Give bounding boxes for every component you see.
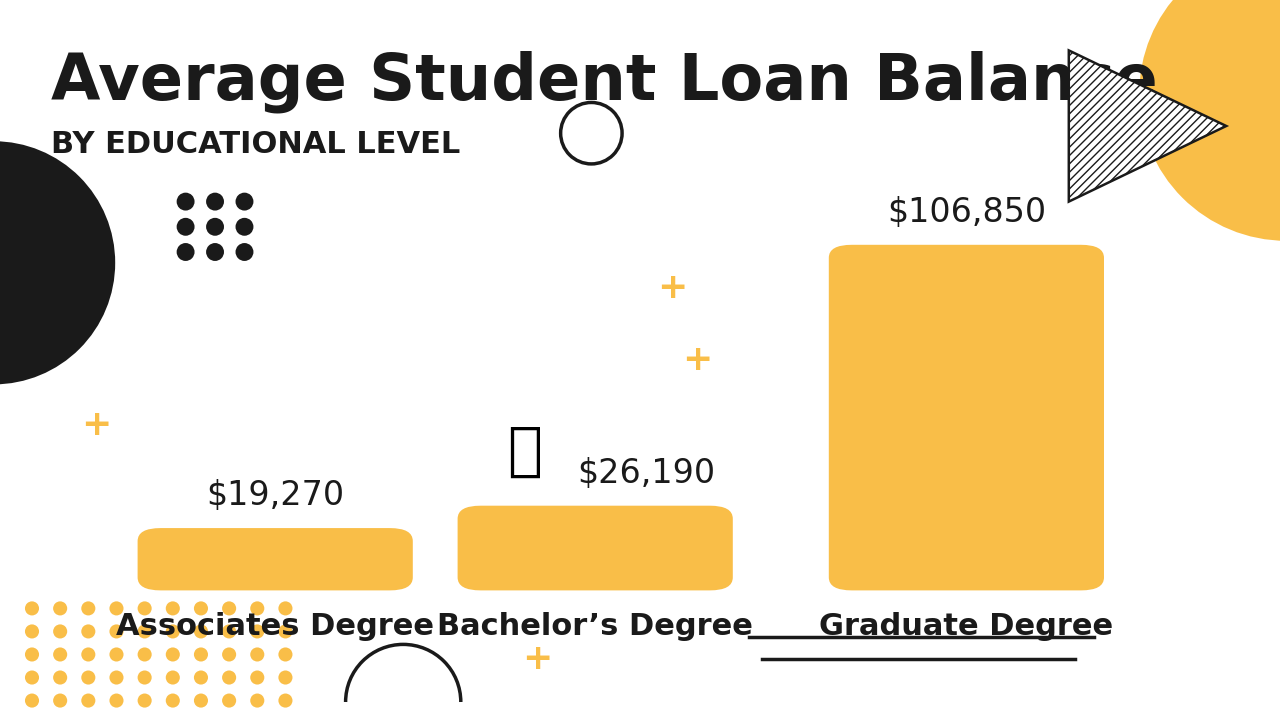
Text: Graduate Degree: Graduate Degree: [819, 612, 1114, 641]
Text: $19,270: $19,270: [206, 480, 344, 512]
Text: BY EDUCATIONAL LEVEL: BY EDUCATIONAL LEVEL: [51, 130, 461, 158]
Text: $26,190: $26,190: [577, 457, 716, 490]
Text: +: +: [657, 271, 687, 305]
Text: +: +: [522, 642, 553, 676]
Text: +: +: [682, 343, 713, 377]
Text: Associates Degree: Associates Degree: [116, 612, 434, 641]
Text: Average Student Loan Balance: Average Student Loan Balance: [51, 50, 1158, 113]
Text: Bachelor’s Degree: Bachelor’s Degree: [438, 612, 753, 641]
Text: 🎓: 🎓: [507, 423, 543, 480]
Text: +: +: [81, 408, 111, 442]
Text: $106,850: $106,850: [887, 196, 1046, 229]
